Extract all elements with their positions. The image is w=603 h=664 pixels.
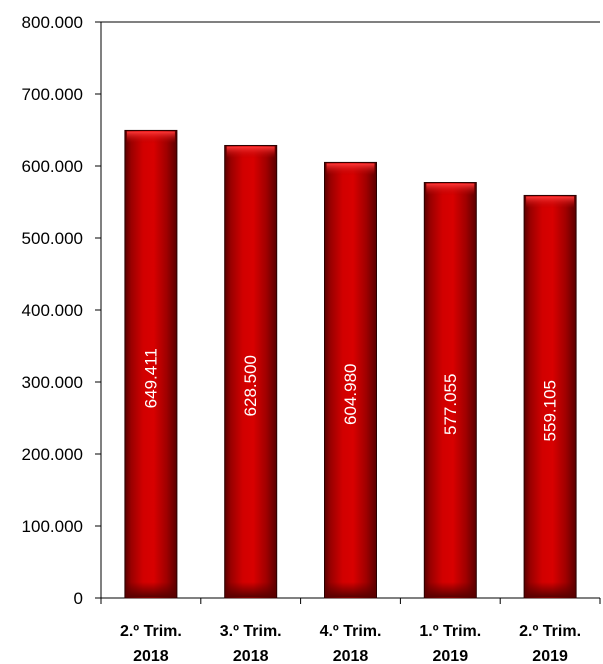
y-tick-label: 300.000 bbox=[22, 373, 83, 392]
bar-bevel-top bbox=[526, 196, 575, 209]
bar-group bbox=[224, 144, 278, 599]
bar bbox=[224, 144, 278, 599]
bar-bevel-top bbox=[226, 146, 275, 159]
bars-layer bbox=[124, 129, 577, 599]
bar-group bbox=[423, 182, 477, 599]
bar-bevel-top bbox=[326, 163, 375, 176]
bar-group bbox=[523, 194, 577, 599]
y-tick-label: 200.000 bbox=[22, 445, 83, 464]
bar bbox=[523, 194, 577, 599]
bar-bevel-bottom bbox=[425, 582, 476, 597]
bar bbox=[124, 129, 178, 599]
x-tick-label: 3.º Trim. 2018 bbox=[220, 623, 282, 664]
y-tick-label: 800.000 bbox=[22, 13, 83, 32]
data-label: 604.980 bbox=[341, 363, 360, 424]
data-label: 559.105 bbox=[541, 380, 560, 441]
bar-bevel-bottom bbox=[225, 582, 276, 597]
bar-bevel-bottom bbox=[325, 582, 376, 597]
data-label: 628.500 bbox=[241, 355, 260, 416]
x-tick-label: 2.º Trim. 2018 bbox=[120, 623, 182, 664]
y-tick-label: 100.000 bbox=[22, 517, 83, 536]
bar-group bbox=[324, 161, 377, 599]
bar-bevel-bottom bbox=[125, 582, 176, 597]
y-tick-label: 400.000 bbox=[22, 301, 83, 320]
y-tick-label: 500.000 bbox=[22, 229, 83, 248]
bar bbox=[423, 182, 477, 599]
data-label: 649.411 bbox=[141, 348, 160, 408]
labels-layer: 649.411 2.º Trim. 2018 628.500 3.º Trim. 2018… bbox=[120, 348, 581, 664]
x-tick-label: 4.º Trim. 2018 bbox=[320, 623, 382, 664]
bar bbox=[324, 161, 377, 599]
data-label: 577.055 bbox=[441, 374, 460, 435]
x-tick-label: 1.º Trim. 2019 bbox=[419, 623, 481, 664]
y-tick-label: 600.000 bbox=[22, 157, 83, 176]
bar-bevel-top bbox=[426, 183, 475, 196]
x-tick-label: 2.º Trim. 2019 bbox=[519, 623, 581, 664]
bar-group bbox=[124, 129, 178, 599]
bar-bevel-bottom bbox=[525, 582, 576, 597]
axis-layer: 0 100.000 200.000 300.000 400.000 500.000 600.… bbox=[22, 13, 601, 608]
y-tick-label: 0 bbox=[74, 589, 83, 608]
bar-bevel-top bbox=[126, 131, 175, 144]
y-tick-label: 700.000 bbox=[22, 85, 83, 104]
